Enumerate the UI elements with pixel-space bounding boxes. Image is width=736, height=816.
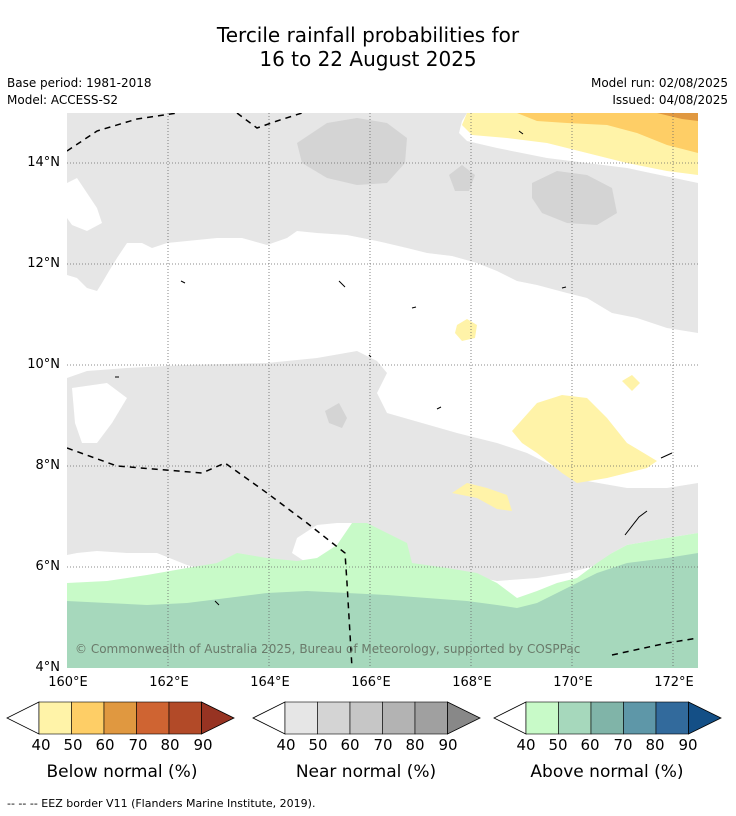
lat-label: 10°N [27,357,60,372]
lon-label: 168°E [452,675,492,690]
colorbar-segment [349,701,383,735]
colorbar-arrow-low [252,701,286,735]
colorbar-segment [558,701,592,735]
colorbar-segment [382,701,416,735]
near-normal-region-central-gap [72,383,127,443]
colorbar-segment [317,701,351,735]
eez-border [67,113,698,668]
below-normal-patch [452,483,512,511]
tick-label: 40 [276,736,296,754]
forecast-map: © Commonwealth of Australia 2025, Bureau… [67,113,698,668]
base-period-label: Base period: 1981-2018 [7,76,152,90]
lon-label: 162°E [149,675,189,690]
lon-label: 172°E [654,675,694,690]
colorbar-segment [168,701,202,735]
above-normal-region-south-50 [67,553,698,668]
colorbar-arrow-high [447,701,481,735]
model-run-label: Model run: 02/08/2025 [590,76,728,90]
island-outlines [115,130,673,606]
lon-label: 160°E [48,675,88,690]
near-normal-region-central [67,351,698,583]
model-label: Model: ACCESS-S2 [7,93,119,107]
lat-label: 12°N [27,256,60,271]
colorbar-title-above: Above normal (%) [530,762,684,782]
colorbar-segment [136,701,170,735]
colorbar-segment [525,701,559,735]
below-normal-patch [622,375,640,391]
colorbar-above-normal [493,701,722,735]
below-normal-region-ne-60 [657,113,698,121]
colorbar-segment [414,701,448,735]
colorbar-below-normal [6,701,235,735]
colorbar-segment [623,701,657,735]
below-normal-region-ne-50 [517,113,698,153]
lat-label: 6°N [35,559,61,574]
colorbar-segment [284,701,318,735]
tick-label: 60 [580,736,600,754]
near-normal-region-north-highlight [67,178,102,231]
tick-label: 40 [516,736,536,754]
copyright-notice: © Commonwealth of Australia 2025, Bureau… [75,642,580,656]
colorbar-segment [655,701,689,735]
map-gridlines [67,113,698,668]
lon-label: 170°E [553,675,593,690]
colorbar-arrow-low [6,701,40,735]
map-title-line1: Tercile rainfall probabilities for [216,23,520,47]
lon-label: 166°E [351,675,391,690]
colorbar-near-normal [252,701,481,735]
lat-label: 14°N [27,155,60,170]
near-normal-region-north [67,113,698,333]
tick-label: 80 [160,736,180,754]
colorbar-title-below: Below normal (%) [46,762,198,782]
colorbar-segment [71,701,105,735]
tick-label: 70 [613,736,633,754]
issued-label: Issued: 04/08/2025 [612,93,728,107]
tick-label: 90 [678,736,698,754]
tick-label: 60 [95,736,115,754]
tick-label: 70 [373,736,393,754]
tick-label: 50 [548,736,568,754]
lat-label: 4°N [35,660,61,675]
tick-label: 90 [193,736,213,754]
tick-label: 80 [645,736,665,754]
colorbar-segment [38,701,72,735]
colorbar-segment [103,701,137,735]
tick-label: 90 [438,736,458,754]
tick-label: 50 [308,736,328,754]
lon-label: 164°E [250,675,290,690]
eez-footnote: -- -- -- EEZ border V11 (Flanders Marine… [7,797,316,810]
below-normal-patch [512,395,657,483]
tick-label: 80 [405,736,425,754]
below-normal-patch [455,319,477,341]
near-normal-patch [325,403,347,428]
near-normal-patch [449,165,475,191]
colorbar-arrow-high [688,701,722,735]
tick-label: 70 [128,736,148,754]
map-title-line2: 16 to 22 August 2025 [259,47,477,71]
colorbar-arrow-low [493,701,527,735]
lat-label: 8°N [35,458,61,473]
tick-label: 50 [63,736,83,754]
near-normal-patch [297,118,407,185]
tick-label: 60 [340,736,360,754]
colorbar-segment [590,701,624,735]
tick-label: 40 [31,736,51,754]
colorbar-title-near: Near normal (%) [295,762,437,782]
near-normal-patch [532,171,617,225]
colorbar-arrow-high [201,701,235,735]
